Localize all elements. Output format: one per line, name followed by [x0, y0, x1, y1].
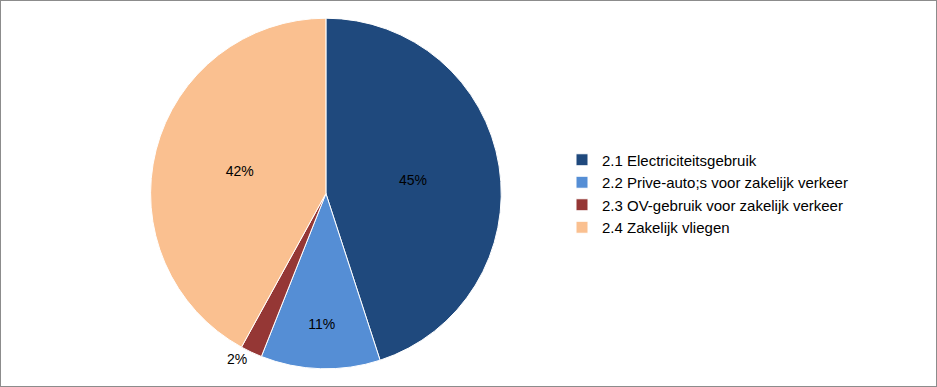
svg-text:2%: 2% [227, 351, 247, 367]
svg-text:45%: 45% [399, 172, 427, 188]
svg-text:11%: 11% [308, 316, 335, 332]
svg-text:2.2 Prive-auto;s voor zakelijk: 2.2 Prive-auto;s voor zakelijk verkeer [602, 174, 848, 191]
svg-text:42%: 42% [226, 163, 254, 179]
svg-text:2.3 OV-gebruik voor zakelijk v: 2.3 OV-gebruik voor zakelijk verkeer [602, 197, 843, 214]
svg-text:2.4 Zakelijk vliegen: 2.4 Zakelijk vliegen [602, 219, 730, 236]
svg-text:2.1 Electriciteitsgebruik: 2.1 Electriciteitsgebruik [602, 152, 757, 169]
